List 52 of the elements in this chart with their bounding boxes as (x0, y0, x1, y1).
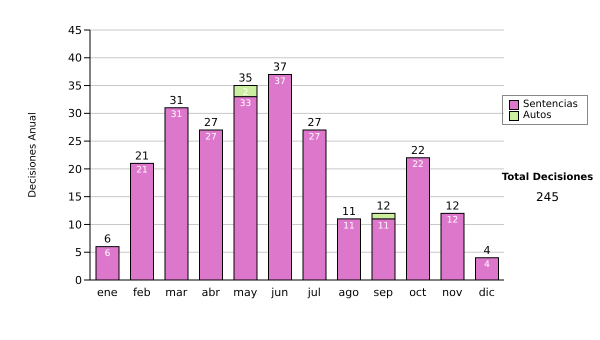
x-tick-label: nov (442, 286, 463, 299)
legend-label: Autos (523, 110, 552, 121)
y-tick-label: 5 (75, 246, 82, 260)
legend-label: Sentencias (523, 99, 578, 110)
y-tick-label: 45 (68, 24, 82, 37)
y-tick-label: 15 (68, 190, 82, 204)
total-label: 37 (273, 60, 287, 74)
data-label: 11 (343, 221, 355, 232)
total-label: 4 (484, 244, 490, 257)
y-tick-label: 35 (68, 79, 82, 92)
x-tick-label: jul (306, 286, 321, 299)
total-label: 12 (376, 199, 390, 212)
total-label: 6 (104, 232, 111, 246)
x-tick-label: may (233, 286, 258, 299)
x-tick-label: feb (132, 286, 151, 299)
x-tick-label: ene (96, 286, 118, 299)
x-tick-label: abr (202, 286, 220, 299)
x-tick-label: jun (270, 286, 288, 299)
x-tick-label: sep (374, 286, 394, 299)
total-label: 35 (238, 72, 252, 85)
data-label: 21 (136, 166, 148, 176)
total-label: 11 (342, 204, 356, 218)
total-label: 27 (308, 116, 322, 129)
data-label: 27 (205, 132, 217, 142)
data-label: 27 (308, 132, 320, 142)
data-label: 11 (378, 221, 390, 232)
data-label: 2 (242, 88, 248, 98)
annotation: Total Decisiones (500, 172, 594, 183)
total-label: 31 (170, 94, 184, 107)
y-tick-label: 40 (68, 52, 82, 65)
data-label: 37 (274, 76, 286, 87)
y-tick-label: 10 (68, 218, 82, 232)
y-tick-label: 20 (68, 162, 82, 176)
x-tick-label: dic (478, 286, 495, 299)
y-tick-label: 30 (68, 107, 82, 120)
x-tick-label: mar (165, 286, 188, 299)
x-tick-label: ago (338, 286, 360, 299)
data-label: 12 (446, 216, 458, 226)
data-label: 6 (104, 249, 111, 260)
total-label: 21 (135, 149, 149, 162)
data-label: 22 (412, 160, 424, 170)
y-tick-label: 0 (75, 274, 82, 287)
total-label: 27 (204, 116, 218, 129)
y-axis-title: Decisiones Anual (28, 112, 39, 198)
y-tick-label: 25 (68, 135, 82, 148)
data-label: 4 (484, 260, 490, 270)
total-label: 22 (411, 144, 425, 157)
text: 245 (535, 190, 560, 204)
data-label: 31 (170, 110, 182, 120)
data-label: 33 (240, 99, 252, 110)
total-label: 12 (446, 199, 460, 212)
x-tick-label: oct (409, 286, 427, 299)
